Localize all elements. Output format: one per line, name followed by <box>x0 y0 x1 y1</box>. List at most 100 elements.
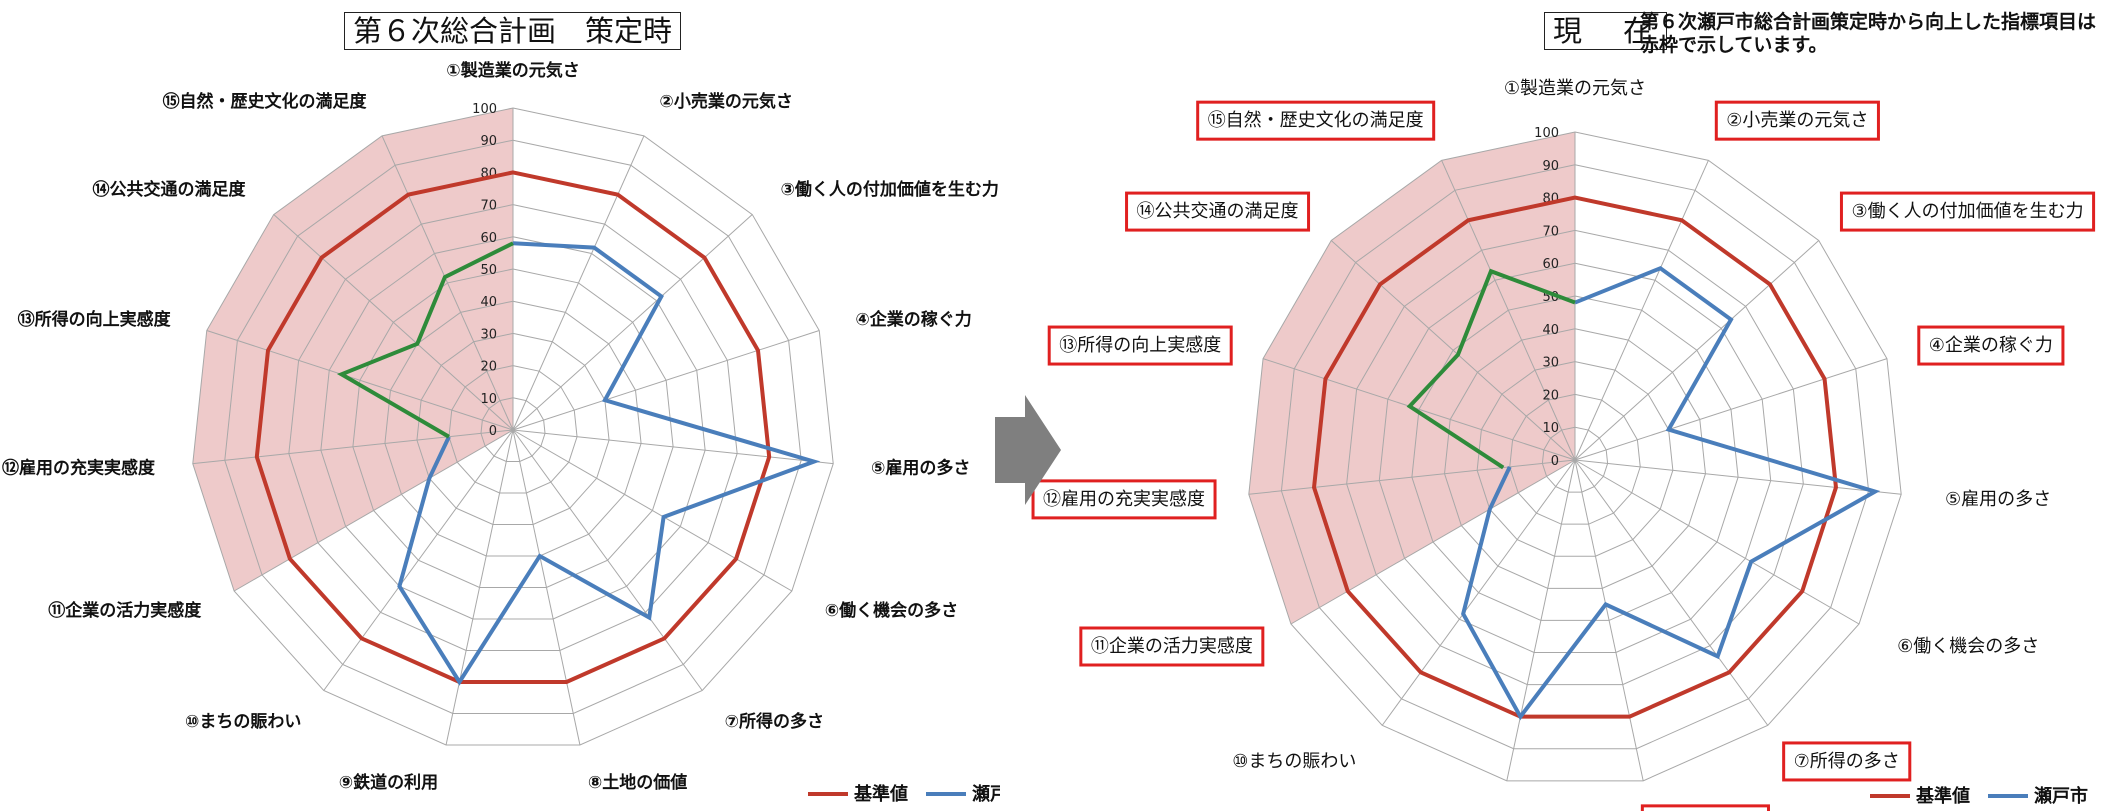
category-label-group: ③働く人の付加価値を生む力 <box>781 179 999 200</box>
r-tick-label: 70 <box>480 199 497 214</box>
category-label: ⑦所得の多さ <box>725 711 824 732</box>
category-label: ⑬所得の向上実感度 <box>18 309 172 330</box>
grid-spoke <box>192 429 514 465</box>
r-tick-label: 30 <box>1542 356 1559 371</box>
right-chart-note: 第６次瀬戸市総合計画策定時から向上した指標項目は 赤枠で示しています。 <box>1640 11 2096 57</box>
series-base-line <box>1312 195 1838 719</box>
category-label: ⑭公共交通の満足度 <box>1137 201 1299 222</box>
grid-spoke <box>1574 160 1709 461</box>
r-tick-label: 100 <box>1534 126 1559 141</box>
right-chart-title: 現 在 <box>1544 12 1668 50</box>
category-label-group: ⑭公共交通の満足度 <box>92 179 246 200</box>
category-label-group: ⑮自然・歴史文化の満足度 <box>1196 100 1436 141</box>
left-radar-chart: 0102030405060708090100①製造業の元気さ②小売業の元気さ③働… <box>2 60 1000 805</box>
r-tick-label: 20 <box>480 360 497 375</box>
grid-spoke <box>1441 160 1576 461</box>
category-label-group: ⑧土地の価値 <box>1640 804 1770 811</box>
category-label-group: ⑪企業の活力実感度 <box>1079 626 1265 667</box>
category-label: ⑦所得の多さ <box>1794 751 1900 772</box>
legend-label: 基準値 <box>1915 785 1970 807</box>
category-label: ⑩まちの賑わい <box>1232 751 1356 772</box>
category-label-group: ⑥働く機会の多さ <box>1897 636 2039 657</box>
category-label: ⑤雇用の多さ <box>1945 489 2051 510</box>
series-satisfaction-line <box>1406 268 1576 470</box>
grid-spoke <box>1574 358 1888 461</box>
category-label: ⑨鉄道の利用 <box>339 772 438 793</box>
grid-spoke <box>445 429 514 746</box>
r-tick-label: 60 <box>480 231 497 246</box>
highlight-frame <box>1839 191 2096 232</box>
legend-label: 瀬戸市 <box>2034 785 2088 807</box>
category-label: ⑮自然・歴史文化の満足度 <box>163 91 368 112</box>
category-label-group: ⑥働く機会の多さ <box>825 600 958 621</box>
grid-spoke <box>512 429 703 691</box>
grid-spoke <box>1574 459 1860 625</box>
category-label: ⑥働く機会の多さ <box>825 600 958 621</box>
category-label-group: ②小売業の元気さ <box>1714 100 1880 141</box>
r-tick-label: 30 <box>480 327 497 342</box>
r-tick-label: 40 <box>480 295 497 310</box>
category-label-group: ⑩まちの賑わい <box>185 712 301 732</box>
category-label: ⑪企業の活力実感度 <box>48 600 202 621</box>
grid-spoke <box>512 429 793 592</box>
grid-ring <box>288 204 738 651</box>
grid-ring <box>416 332 610 525</box>
highlight-frame <box>1031 479 1217 520</box>
grid-spoke <box>512 135 645 431</box>
grid-spoke <box>206 330 514 431</box>
series-base-line <box>254 170 772 684</box>
right-chart-note-line2: 赤枠で示しています。 <box>1640 34 1828 56</box>
highlight-frame <box>1782 741 1912 782</box>
category-label-group: ⑧土地の価値 <box>588 772 687 793</box>
right-radar-chart: 0102030405060708090100①製造業の元気さ②小売業の元気さ③働… <box>1031 78 2096 811</box>
category-label: ⑫雇用の充実実感度 <box>2 458 156 479</box>
highlight-frame <box>1714 100 1880 141</box>
legend: 基準値 瀬戸市 <box>1870 785 2088 807</box>
grid-spoke <box>1574 459 1769 726</box>
grid-spoke <box>512 429 581 746</box>
highlight-frame <box>1047 325 1233 366</box>
r-tick-label: 90 <box>1542 159 1559 174</box>
r-tick-label: 60 <box>1542 257 1559 272</box>
r-tick-label: 20 <box>1542 388 1559 403</box>
r-tick-label: 100 <box>472 102 497 117</box>
category-label-group: ⑦所得の多さ <box>725 711 824 732</box>
arrow-right-icon <box>995 395 1061 505</box>
grid-ring <box>192 107 834 746</box>
highlight-frame <box>1196 100 1436 141</box>
grid-ring <box>1541 426 1609 493</box>
category-label: ①製造業の元気さ <box>1504 78 1646 99</box>
grid-spoke <box>1574 240 1820 461</box>
category-label: ②小売業の元気さ <box>1726 110 1868 131</box>
category-label-group: ⑮自然・歴史文化の満足度 <box>163 91 368 112</box>
grid-spoke <box>512 330 820 431</box>
series-satisfaction-line <box>336 241 514 439</box>
category-label-group: ④企業の稼ぐ力 <box>855 309 971 330</box>
category-label-group: ④企業の稼ぐ力 <box>1917 325 2065 366</box>
series-seto-line <box>397 241 821 686</box>
r-tick-label: 0 <box>489 424 497 439</box>
category-label: ⑪企業の活力実感度 <box>1091 636 1253 657</box>
series-seto-line <box>1461 265 1881 721</box>
category-label: ⑧土地の価値 <box>588 772 687 793</box>
r-tick-label: 70 <box>1542 224 1559 239</box>
highlight-frame <box>1917 325 2065 366</box>
category-label: ④企業の稼ぐ力 <box>1929 335 2053 356</box>
grid-spoke <box>273 214 514 431</box>
category-label: ⑤雇用の多さ <box>871 458 970 479</box>
grid-spoke <box>1248 459 1576 495</box>
grid-spoke <box>1262 358 1576 461</box>
category-label: ⑬所得の向上実感度 <box>1059 335 1221 356</box>
category-label-group: ①製造業の元気さ <box>446 60 579 81</box>
category-label: ③働く人の付加価値を生む力 <box>781 179 999 200</box>
category-label-group: ⑨鉄道の利用 <box>339 772 438 793</box>
grid-spoke <box>1381 459 1576 726</box>
category-label-group: ⑭公共交通の満足度 <box>1125 191 1311 232</box>
grid-ring <box>1378 262 1772 653</box>
grid-spoke <box>323 429 514 691</box>
legend-label: 瀬戸市 <box>972 783 1000 805</box>
grid-ring <box>1346 229 1804 686</box>
grid-spoke <box>512 429 834 465</box>
legend: 基準値 瀬戸市 <box>808 783 1000 805</box>
